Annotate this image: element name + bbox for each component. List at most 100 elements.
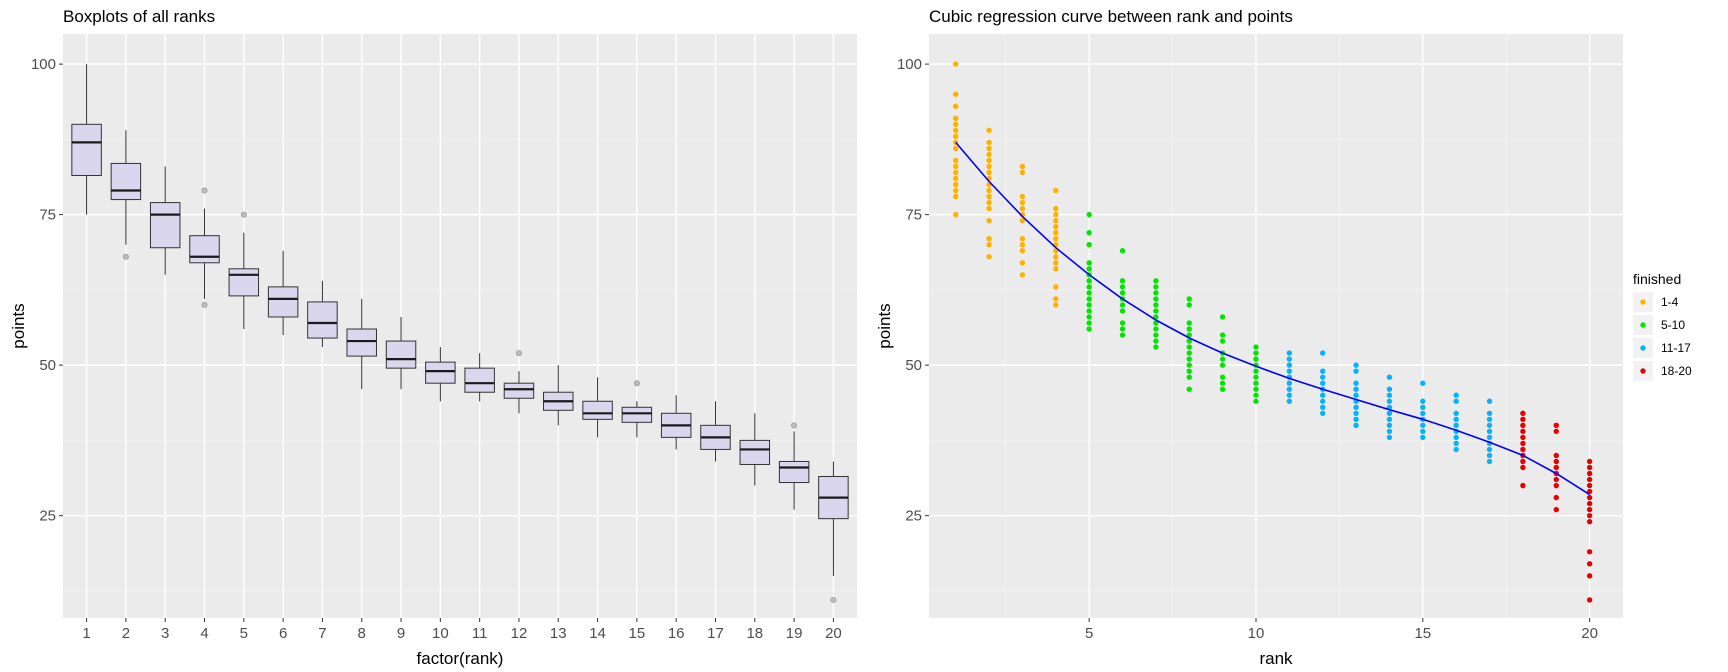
data-point [1119, 248, 1126, 254]
data-point [1086, 320, 1092, 326]
x-tick-label: 7 [318, 625, 326, 642]
data-point [1420, 422, 1426, 429]
boxplot-title: Boxplots of all ranks [63, 7, 215, 26]
scatter-plot-background [929, 34, 1623, 618]
data-point [1286, 392, 1293, 398]
data-point [1320, 410, 1326, 416]
data-point [1486, 446, 1493, 453]
data-point [1186, 356, 1192, 362]
data-point [1420, 410, 1426, 416]
data-point [1053, 260, 1059, 266]
data-point [1153, 338, 1159, 344]
data-point [1286, 386, 1293, 392]
data-point [1186, 350, 1192, 356]
boxplot-y-axis-title: points [9, 303, 28, 348]
data-point [1353, 410, 1359, 416]
data-point [1353, 404, 1359, 410]
x-tick-label: 16 [668, 625, 685, 642]
data-point [1553, 452, 1559, 459]
data-point [986, 157, 992, 164]
box [582, 400, 613, 420]
data-point [1553, 476, 1559, 483]
data-point [1520, 422, 1526, 429]
box-group-18 [739, 413, 771, 486]
legend-label-1-4: 1-4 [1661, 295, 1679, 309]
x-tick-label: 14 [589, 625, 606, 642]
data-point [1153, 296, 1159, 302]
scatter-x-axis-title: rank [1259, 649, 1293, 668]
data-point [1586, 482, 1593, 489]
data-point [1253, 350, 1259, 356]
y-tick-label: 75 [905, 207, 922, 224]
x-tick-label: 1 [82, 625, 90, 642]
data-point [1553, 482, 1559, 489]
data-point [1253, 356, 1259, 362]
x-tick-label: 19 [786, 625, 803, 642]
x-tick-label: 17 [707, 625, 724, 642]
data-point [1286, 356, 1293, 362]
data-point [1053, 217, 1059, 224]
data-point [1586, 476, 1593, 483]
data-point [1119, 326, 1126, 332]
data-point [1386, 398, 1393, 404]
data-point [1586, 494, 1593, 501]
data-point [1586, 549, 1593, 555]
data-point [1553, 506, 1559, 513]
data-point [1320, 368, 1326, 374]
data-point [1486, 428, 1493, 435]
x-tick-label: 13 [550, 625, 567, 642]
outlier-point [633, 380, 640, 387]
data-point [1386, 416, 1393, 423]
x-tick-label: 3 [161, 625, 169, 642]
x-tick-label: 5 [240, 625, 248, 642]
data-point [1420, 398, 1426, 404]
data-point [1219, 332, 1226, 338]
data-point [986, 127, 992, 134]
data-point [1186, 362, 1192, 368]
data-point [1453, 416, 1459, 423]
box-group-10 [425, 347, 456, 402]
data-point [1420, 380, 1426, 386]
data-point [952, 181, 959, 188]
box [71, 123, 102, 176]
y-tick-label: 50 [39, 357, 56, 374]
boxplot-plot-background [63, 34, 857, 618]
data-point [952, 61, 959, 67]
data-point [1219, 374, 1226, 380]
data-point [986, 217, 992, 224]
data-point [1286, 398, 1293, 404]
box-group-9 [385, 316, 417, 390]
data-point [1086, 290, 1092, 296]
data-point [1420, 428, 1426, 435]
box-group-2 [110, 130, 142, 260]
data-point [952, 169, 959, 176]
series-11-17 [1286, 350, 1493, 465]
data-point [1486, 398, 1493, 404]
data-point [986, 236, 992, 242]
data-point [1320, 374, 1326, 380]
data-point [952, 193, 959, 200]
data-point [1553, 422, 1559, 429]
data-point [1053, 229, 1059, 236]
data-point [1586, 573, 1593, 579]
box-group-13 [543, 365, 574, 426]
data-point [1153, 284, 1159, 290]
data-point [952, 133, 959, 140]
data-point [1153, 344, 1159, 350]
x-tick-label: 8 [358, 625, 366, 642]
data-point [1086, 242, 1092, 248]
data-point [986, 169, 992, 176]
y-tick-label: 100 [897, 56, 922, 73]
data-point [1453, 446, 1459, 453]
legend-label-18-20: 18-20 [1661, 364, 1692, 378]
box [385, 340, 417, 369]
data-point [1353, 392, 1359, 398]
data-point [1286, 350, 1293, 356]
data-point [1586, 470, 1593, 477]
data-point [1153, 302, 1159, 308]
data-point [1219, 362, 1226, 368]
data-point [1119, 302, 1126, 308]
data-point [1053, 223, 1059, 230]
